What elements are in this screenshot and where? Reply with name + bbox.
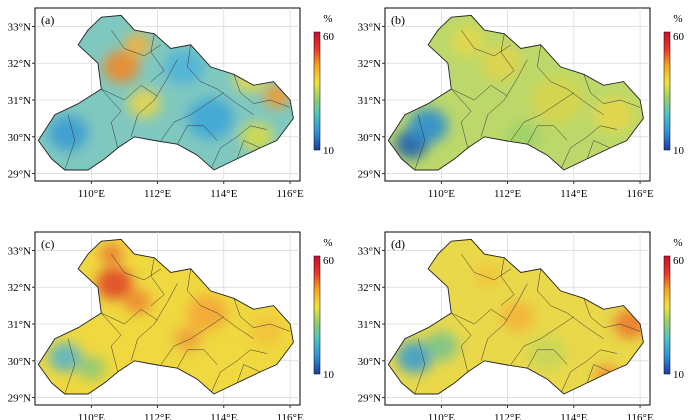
value-blob <box>240 122 274 152</box>
colorbar-max-label: 60 <box>323 255 335 267</box>
value-blob <box>474 264 501 288</box>
value-blob <box>187 97 234 140</box>
colorbar-min-label: 10 <box>323 145 335 157</box>
colorbar: % 60 10 <box>663 237 685 381</box>
province-outline <box>37 238 294 395</box>
colorbar-max-label: 60 <box>673 255 685 267</box>
colorbar-min-label: 10 <box>323 369 335 381</box>
x-tick-label: 116°E <box>626 412 653 420</box>
x-tick-label: 112°E <box>144 412 171 420</box>
county-boundaries <box>64 29 291 171</box>
x-tick-label: 114°E <box>560 188 587 200</box>
colorbar-min-label: 10 <box>673 369 685 381</box>
y-tick-label: 33°N <box>358 21 381 33</box>
y-tick-label: 32°N <box>358 58 381 70</box>
y-tick-label: 29°N <box>8 393 31 405</box>
y-tick-label: 29°N <box>358 393 381 405</box>
value-blob <box>481 45 521 81</box>
value-blob <box>593 97 634 133</box>
x-tick-label: 110°E <box>428 412 455 420</box>
x-tick-label: 114°E <box>210 188 237 200</box>
y-tick-label: 30°N <box>358 132 381 144</box>
value-blob <box>500 301 535 332</box>
y-tick-label: 29°N <box>358 169 381 181</box>
x-tick-label: 114°E <box>210 412 237 420</box>
map-panel-b: (b) 110°E 112°E 114°E 116°E 33°N 32°N 31°N 30°N 2… <box>358 7 685 200</box>
value-blob <box>48 342 82 372</box>
colorbar: % 60 10 <box>313 13 335 157</box>
colorbar: % 60 10 <box>663 13 685 157</box>
value-blob <box>124 290 151 314</box>
y-tick-label: 33°N <box>8 21 31 33</box>
y-tick-label: 33°N <box>8 245 31 257</box>
y-tick-label: 32°N <box>8 282 31 294</box>
x-tick-label: 112°E <box>494 412 521 420</box>
value-blob <box>250 316 284 347</box>
county-boundaries <box>414 253 641 394</box>
colorbar-min-label: 10 <box>673 145 685 157</box>
value-blob <box>124 33 151 57</box>
y-tick-label: 31°N <box>358 319 381 331</box>
value-blob <box>48 115 88 151</box>
value-blob <box>174 326 201 351</box>
county-boundaries <box>64 253 291 394</box>
x-tick-label: 116°E <box>626 188 653 200</box>
colorbar-unit: % <box>673 237 682 249</box>
province-outline <box>37 14 294 171</box>
y-tick-label: 31°N <box>8 319 31 331</box>
colorbar-unit: % <box>673 13 682 25</box>
value-blob <box>102 50 140 84</box>
y-tick-label: 31°N <box>8 95 31 107</box>
value-blob <box>451 26 485 56</box>
map-panel-c: (c) 110°E 112°E 114°E 116°E 33°N 32°N 31°N 30°N 2… <box>8 231 335 420</box>
x-tick-label: 112°E <box>144 188 171 200</box>
x-tick-label: 114°E <box>560 412 587 420</box>
panel-label: (c) <box>41 237 54 251</box>
panel-label: (b) <box>391 13 405 27</box>
province-outline <box>387 14 644 171</box>
map-panel-d: (d) 110°E 112°E 114°E 116°E 33°N 32°N 31°N 30°N 2… <box>358 231 685 420</box>
x-tick-label: 116°E <box>276 188 303 200</box>
value-blob <box>78 356 105 380</box>
value-blob <box>530 76 584 124</box>
y-tick-label: 30°N <box>8 132 31 144</box>
panel-label: (a) <box>41 13 54 27</box>
colorbar-max-label: 60 <box>673 31 685 43</box>
x-tick-label: 112°E <box>494 188 521 200</box>
colorbar-unit: % <box>323 13 332 25</box>
y-tick-label: 29°N <box>8 169 31 181</box>
value-blob <box>164 49 204 85</box>
value-field <box>38 239 294 394</box>
y-tick-label: 33°N <box>358 245 381 257</box>
value-blob <box>96 267 133 300</box>
colorbar-unit: % <box>323 237 332 249</box>
value-blob <box>187 295 228 331</box>
y-tick-label: 32°N <box>358 282 381 294</box>
x-tick-label: 110°E <box>428 188 455 200</box>
colorbar-max-label: 60 <box>323 31 335 43</box>
value-field <box>388 15 644 171</box>
value-blob <box>424 331 458 361</box>
value-blob <box>396 340 434 374</box>
value-field <box>38 15 294 171</box>
value-blob <box>127 88 161 119</box>
province-outline <box>387 238 644 395</box>
x-tick-label: 116°E <box>276 412 303 420</box>
map-panel-a: (a) 110°E 112°E 114°E 116°E 33°N 32°N 31°N 30°N 2… <box>8 7 335 200</box>
colorbar: % 60 10 <box>313 237 335 381</box>
y-tick-label: 30°N <box>358 356 381 368</box>
y-tick-label: 30°N <box>8 356 31 368</box>
y-tick-label: 32°N <box>8 58 31 70</box>
y-tick-label: 31°N <box>358 95 381 107</box>
value-blob <box>527 335 568 372</box>
x-tick-label: 110°E <box>78 412 105 420</box>
x-tick-label: 110°E <box>78 188 105 200</box>
value-blob <box>408 108 448 144</box>
panel-label: (d) <box>391 237 405 251</box>
county-boundaries <box>414 29 641 171</box>
value-blob <box>99 243 123 265</box>
